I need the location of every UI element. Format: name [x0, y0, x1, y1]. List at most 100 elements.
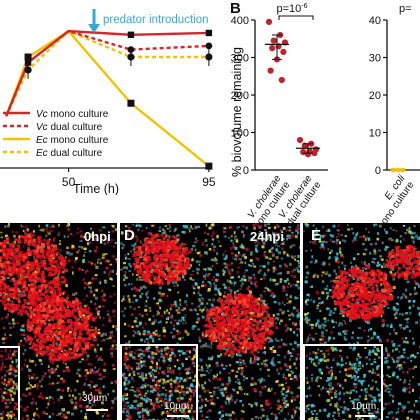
micrograph-speck [21, 417, 25, 420]
micrograph-speck [276, 407, 278, 410]
micrograph-speck [267, 235, 270, 238]
micrograph-colony-cell [41, 292, 45, 296]
micrograph-colony-cell [242, 344, 246, 348]
micrograph-colony-cell [85, 310, 89, 315]
micrograph-colony-cell [54, 330, 58, 335]
micrograph-speck [89, 385, 92, 389]
micrograph-colony-cell [59, 318, 63, 322]
micrograph-speck [138, 224, 142, 227]
micrograph-speck [276, 368, 279, 372]
micrograph-speck [292, 306, 296, 310]
micrograph-speck [255, 239, 259, 243]
micrograph-speck [243, 278, 247, 282]
micrograph-colony-cell [250, 350, 254, 354]
micrograph-speck [42, 410, 46, 415]
micrograph-speck [191, 259, 194, 262]
micrograph-speck [277, 225, 280, 228]
micrograph-colony-cell [33, 329, 37, 333]
micrograph-speck [237, 266, 241, 269]
micrograph-colony-cell [19, 235, 24, 238]
micrograph-colony-cell [10, 252, 15, 257]
micrograph-speck [7, 411, 10, 415]
micrograph-speck [280, 383, 284, 387]
micrograph-speck [291, 244, 294, 247]
micrograph-colony-cell [10, 287, 15, 290]
micrograph-speck [3, 383, 5, 385]
micrograph-speck [14, 374, 17, 378]
micrograph-colony-cell [46, 301, 51, 305]
micrograph-speck [47, 281, 51, 285]
micrograph-speck [296, 316, 299, 319]
micrograph-speck [150, 360, 153, 363]
micrograph-colony-cell [26, 261, 30, 264]
micrograph-speck [264, 223, 267, 227]
micrograph-speck [233, 231, 236, 235]
micrograph-colony-cell [78, 333, 82, 337]
micrograph-speck [3, 387, 7, 390]
micrograph-colony-cell [16, 249, 20, 252]
micrograph-speck [13, 405, 17, 408]
micrograph-speck [195, 226, 199, 229]
micrograph-colony-cell [3, 240, 7, 243]
micrograph-speck [110, 239, 114, 242]
micrograph-speck [46, 406, 49, 409]
micrograph-speck [297, 227, 300, 231]
micrograph-speck [122, 372, 126, 375]
micrograph-speck [191, 278, 195, 282]
micrograph-speck [223, 340, 226, 343]
micrograph-colony-cell [38, 326, 42, 331]
micrograph-speck [254, 280, 258, 284]
micrograph-colony-cell [225, 301, 228, 304]
micrograph-speck [289, 236, 292, 240]
micrograph-speck [149, 333, 153, 336]
micrograph-speck [21, 294, 25, 297]
micrograph-speck [2, 326, 6, 330]
micrograph-speck [191, 326, 195, 330]
micrograph-colony-cell [260, 303, 265, 307]
micrograph-speck [4, 402, 7, 405]
micrograph-colony-cell [60, 341, 64, 345]
micrograph-speck [246, 248, 249, 251]
micrograph-speck [96, 343, 100, 347]
micrograph-speck [208, 380, 212, 382]
micrograph-colony-cell [24, 287, 28, 292]
micrograph-speck [90, 263, 93, 266]
micrograph-colony-cell [87, 337, 92, 340]
micrograph-speck [197, 251, 200, 254]
micrograph-colony-cell [28, 335, 31, 339]
micrograph-speck [246, 287, 250, 291]
micrograph-speck [222, 367, 226, 370]
micrograph-speck [208, 364, 211, 368]
micrograph-colony-cell [46, 289, 50, 292]
micrograph-speck [11, 360, 14, 364]
micrograph-speck [124, 322, 127, 326]
micrograph-speck [266, 399, 269, 403]
micrograph-colony-cell [261, 341, 265, 345]
micrograph-speck [96, 354, 99, 358]
micrograph-speck [220, 405, 224, 409]
micrograph-speck [181, 230, 184, 233]
micrograph-colony-cell [52, 357, 56, 361]
micrograph-colony-cell [0, 299, 4, 302]
micrograph-speck [162, 292, 166, 296]
micrograph-colony-cell [20, 312, 23, 317]
micrograph-speck [112, 325, 115, 329]
micrograph-speck [293, 268, 296, 272]
micrograph-colony-cell [72, 305, 76, 308]
micrograph-colony-cell [89, 333, 92, 336]
micrograph-speck [216, 373, 219, 376]
micrograph-colony-cell [233, 326, 238, 329]
micrograph-colony-cell [70, 310, 74, 315]
micrograph-colony-cell [2, 296, 6, 300]
micrograph-colony-cell [227, 322, 231, 326]
micrograph-speck [253, 226, 256, 230]
micrograph-speck [234, 292, 237, 295]
micrograph-speck [215, 362, 218, 365]
micrograph-colony-cell [50, 259, 54, 262]
micrograph-colony-cell [58, 331, 62, 336]
micrograph-speck [285, 328, 288, 332]
micrograph-colony-cell [264, 319, 268, 324]
micrograph-speck [32, 400, 35, 403]
micrograph-speck [295, 396, 299, 398]
micrograph-speck [218, 287, 222, 290]
